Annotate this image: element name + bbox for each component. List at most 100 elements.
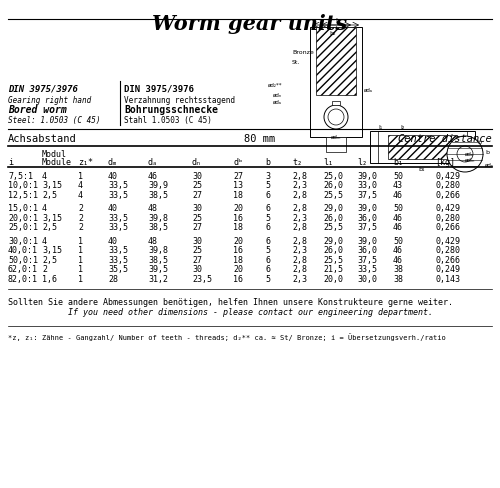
Text: 1: 1	[78, 265, 83, 274]
Text: 31,2: 31,2	[148, 274, 168, 284]
Text: 38: 38	[393, 265, 403, 274]
Text: 80 mm: 80 mm	[244, 134, 276, 143]
Text: ødₘ: ødₘ	[465, 158, 475, 163]
Text: Sollten Sie andere Abmessungen benötigen, helfen Ihnen unsere Konstrukteure gern: Sollten Sie andere Abmessungen benötigen…	[8, 298, 453, 307]
Text: 2,8: 2,8	[292, 191, 307, 200]
Text: 26,0: 26,0	[323, 246, 343, 255]
Text: 6: 6	[265, 265, 270, 274]
Text: dₘ: dₘ	[108, 158, 118, 167]
Text: 25,5: 25,5	[323, 223, 343, 232]
Text: 26,0: 26,0	[323, 181, 343, 190]
Text: 29,0: 29,0	[323, 204, 343, 213]
Text: i: i	[8, 158, 13, 167]
Text: 2: 2	[42, 265, 47, 274]
Text: 0,280: 0,280	[435, 181, 460, 190]
Text: 46: 46	[393, 223, 403, 232]
Text: 62,0:1: 62,0:1	[8, 265, 38, 274]
Text: 0,266: 0,266	[435, 191, 460, 200]
Text: ød₂**: ød₂**	[268, 83, 282, 88]
Text: Modul: Modul	[42, 150, 67, 159]
Text: Verzahnung rechtsstagend: Verzahnung rechtsstagend	[124, 96, 235, 105]
Text: ødₐ: ødₐ	[273, 100, 282, 105]
Text: 46: 46	[393, 191, 403, 200]
Circle shape	[457, 147, 473, 163]
Text: 23,5: 23,5	[192, 274, 212, 284]
Text: 21,5: 21,5	[323, 265, 343, 274]
Text: l₁: l₁	[378, 125, 382, 130]
Text: 38,5: 38,5	[148, 191, 168, 200]
Text: 27: 27	[192, 191, 202, 200]
Text: 30: 30	[192, 204, 202, 213]
Text: 33,5: 33,5	[108, 181, 128, 190]
Text: 2,3: 2,3	[292, 181, 307, 190]
Text: 25: 25	[192, 181, 202, 190]
Text: 6: 6	[265, 191, 270, 200]
Bar	[316, 28, 356, 96]
Text: Centre distance: Centre distance	[398, 134, 492, 143]
Text: Achsabstand: Achsabstand	[8, 134, 77, 143]
Text: 46: 46	[148, 172, 158, 181]
Text: 2,3: 2,3	[292, 214, 307, 223]
Text: ødₐ: ødₐ	[485, 163, 494, 168]
Text: 38: 38	[393, 274, 403, 284]
Text: 39,8: 39,8	[148, 246, 168, 255]
Text: 2,8: 2,8	[292, 223, 307, 232]
Text: 2,8: 2,8	[292, 237, 307, 245]
Text: 4: 4	[78, 191, 83, 200]
Text: 2,8: 2,8	[292, 204, 307, 213]
Text: 20: 20	[233, 265, 243, 274]
Text: 2,5: 2,5	[42, 256, 57, 264]
Text: 2,8: 2,8	[292, 265, 307, 274]
Text: ødₐ: ødₐ	[364, 88, 373, 93]
Text: 1: 1	[78, 246, 83, 255]
Text: 0,280: 0,280	[435, 214, 460, 223]
Text: 1: 1	[78, 274, 83, 284]
Text: St.: St.	[292, 60, 300, 65]
Text: 0,249: 0,249	[435, 265, 460, 274]
Text: 0,429: 0,429	[435, 204, 460, 213]
Text: Stahl 1.0503 (C 45): Stahl 1.0503 (C 45)	[124, 116, 212, 125]
Text: 25,5: 25,5	[323, 256, 343, 264]
Text: 40: 40	[108, 172, 118, 181]
Text: 20: 20	[233, 237, 243, 245]
Text: 26,0: 26,0	[323, 214, 343, 223]
Text: 16: 16	[233, 274, 243, 284]
Text: 39,0: 39,0	[357, 204, 377, 213]
Bar	[332, 102, 340, 106]
Text: dₙ: dₙ	[192, 158, 202, 167]
Text: 4: 4	[78, 181, 83, 190]
Text: dᵇ: dᵇ	[233, 158, 243, 167]
Text: Steel: 1.0503 (C 45): Steel: 1.0503 (C 45)	[8, 116, 100, 125]
Text: b: b	[265, 158, 270, 167]
Text: 3: 3	[265, 172, 270, 181]
Text: 39,8: 39,8	[148, 214, 168, 223]
Text: 2: 2	[78, 223, 83, 232]
Text: 39,5: 39,5	[148, 265, 168, 274]
Text: 2,8: 2,8	[292, 172, 307, 181]
Text: 5: 5	[265, 181, 270, 190]
Text: 0,143: 0,143	[435, 274, 460, 284]
Bar	[326, 138, 346, 153]
Text: 50: 50	[393, 204, 403, 213]
Text: 50: 50	[393, 237, 403, 245]
Text: Gearing right hand: Gearing right hand	[8, 96, 91, 105]
Text: 0,429: 0,429	[435, 172, 460, 181]
Text: 29,0: 29,0	[323, 237, 343, 245]
Text: 82,0:1: 82,0:1	[8, 274, 38, 284]
Text: 27: 27	[192, 256, 202, 264]
Text: 2,8: 2,8	[292, 256, 307, 264]
Text: 33,0: 33,0	[357, 181, 377, 190]
Text: 0,266: 0,266	[435, 223, 460, 232]
Text: 16: 16	[233, 214, 243, 223]
Text: l₂: l₂	[357, 158, 367, 167]
Bar	[310, 28, 362, 138]
Text: 20,0:1: 20,0:1	[8, 214, 38, 223]
Text: 40,0:1: 40,0:1	[8, 246, 38, 255]
Text: z₁*: z₁*	[78, 158, 93, 167]
Text: 35,5: 35,5	[108, 265, 128, 274]
Text: 3,15: 3,15	[42, 214, 62, 223]
Text: 40: 40	[108, 204, 118, 213]
Text: b₁: b₁	[419, 167, 425, 172]
Circle shape	[324, 106, 348, 130]
Text: 18: 18	[233, 191, 243, 200]
